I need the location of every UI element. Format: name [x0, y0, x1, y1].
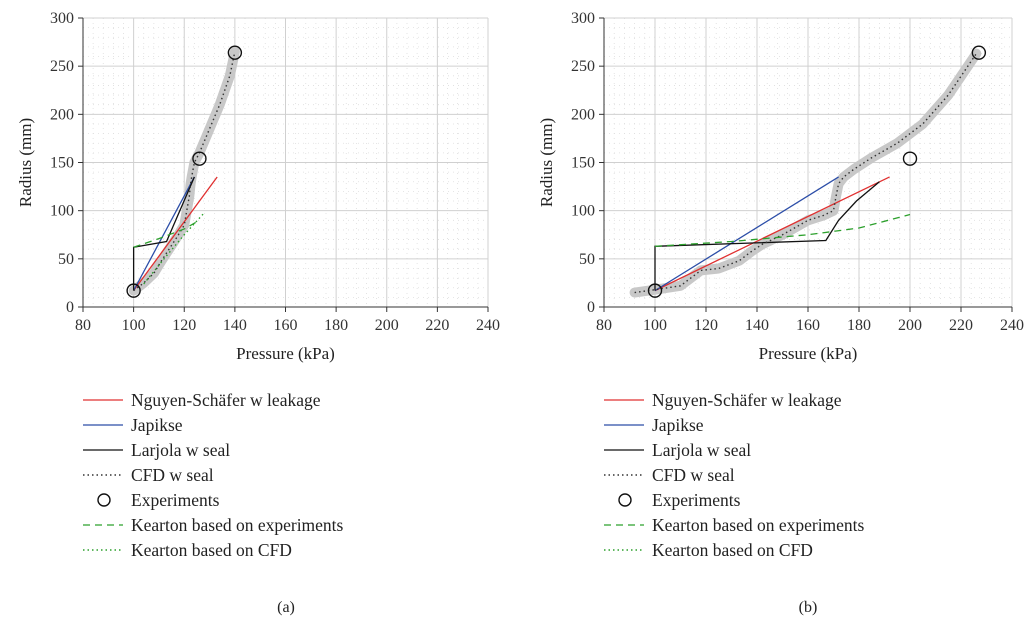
x-axis-label: Pressure (kPa) — [236, 344, 335, 363]
x-tick-label: 180 — [847, 317, 871, 334]
legend-label: Nguyen-Schäfer w leakage — [131, 390, 321, 410]
panel-label: (b) — [799, 599, 818, 616]
x-tick-label: 180 — [324, 317, 348, 334]
y-tick-label: 150 — [50, 155, 74, 172]
legend-swatch-experiments — [97, 493, 111, 507]
x-tick-label: 120 — [694, 317, 718, 334]
legend-swatch-experiments — [618, 493, 632, 507]
experiment-marker — [192, 151, 207, 166]
experiment-marker — [647, 283, 663, 298]
x-tick-label: 220 — [949, 317, 973, 334]
legend-label: Japikse — [652, 415, 704, 435]
x-tick-label: 160 — [796, 317, 820, 334]
x-tick-label: 200 — [375, 317, 399, 334]
y-tick-label: 50 — [579, 251, 595, 268]
experiment-marker — [227, 45, 243, 60]
series-line-cfd-w-seal — [634, 53, 977, 294]
series-line-nguyen-sch-fer-w-leakage — [133, 176, 218, 292]
y-tick-label: 300 — [50, 10, 74, 27]
legend-label: Experiments — [131, 490, 220, 510]
y-tick-label: 50 — [58, 251, 74, 268]
x-tick-label: 240 — [1000, 317, 1024, 334]
series-line-nguyen-sch-fer-w-leakage — [654, 176, 890, 292]
x-tick-label: 240 — [476, 317, 500, 334]
legend-label: CFD w seal — [131, 465, 214, 485]
x-tick-label: 220 — [425, 317, 449, 334]
panel-label: (a) — [277, 599, 295, 616]
x-tick-label: 100 — [122, 317, 146, 334]
chart-panel-2: 80 100 120 140 160 180 200 220 240 0 50 100 150 200 25… — [537, 10, 1024, 616]
y-tick-label: 200 — [571, 106, 595, 123]
legend-label: Larjola w seal — [131, 440, 230, 460]
experiment-marker — [126, 283, 141, 298]
y-axis-label: Radius (mm) — [16, 118, 35, 207]
series-line-japikse — [654, 176, 839, 292]
legend-label: CFD w seal — [652, 465, 735, 485]
y-axis-label: Radius (mm) — [537, 118, 556, 207]
y-tick-label: 100 — [571, 203, 595, 220]
y-tick-label: 0 — [66, 299, 74, 316]
y-tick-label: 200 — [50, 106, 74, 123]
y-tick-label: 300 — [571, 10, 595, 27]
y-tick-label: 100 — [50, 203, 74, 220]
experiment-marker — [902, 151, 918, 166]
legend-label: Larjola w seal — [652, 440, 751, 460]
series-line-cfd-w-seal — [133, 51, 236, 292]
legend-label: Kearton based on CFD — [131, 540, 292, 560]
x-tick-label: 140 — [745, 317, 769, 334]
y-tick-label: 250 — [571, 58, 595, 75]
y-tick-label: 250 — [50, 58, 74, 75]
legend-label: Kearton based on experiments — [652, 515, 865, 535]
x-tick-label: 160 — [274, 317, 298, 334]
series-line-kearton-based-on-experiments — [654, 213, 911, 247]
legend-label: Kearton based on experiments — [131, 515, 344, 535]
x-tick-label: 80 — [75, 317, 91, 334]
x-tick-label: 200 — [898, 317, 922, 334]
x-axis-label: Pressure (kPa) — [759, 344, 858, 363]
series-line-larjola-w-seal — [132, 176, 195, 291]
experiment-marker — [971, 45, 987, 60]
legend-label: Japikse — [131, 415, 183, 435]
legend-label: Kearton based on CFD — [652, 540, 813, 560]
series-line-japikse — [133, 176, 195, 291]
series-line-kearton-based-on-experiments — [133, 219, 200, 248]
x-tick-label: 120 — [172, 317, 196, 334]
y-tick-label: 150 — [571, 155, 595, 172]
series-line-larjola-w-seal — [654, 181, 880, 291]
legend-label: Nguyen-Schäfer w leakage — [652, 390, 842, 410]
y-tick-label: 0 — [587, 299, 595, 316]
chart-panel-1: 80 100 120 140 160 180 200 220 240 0 50 100 150 200 25… — [16, 10, 500, 616]
x-tick-label: 140 — [223, 317, 247, 334]
legend-label: Experiments — [652, 490, 741, 510]
x-tick-label: 80 — [596, 317, 612, 334]
x-tick-label: 100 — [643, 317, 667, 334]
